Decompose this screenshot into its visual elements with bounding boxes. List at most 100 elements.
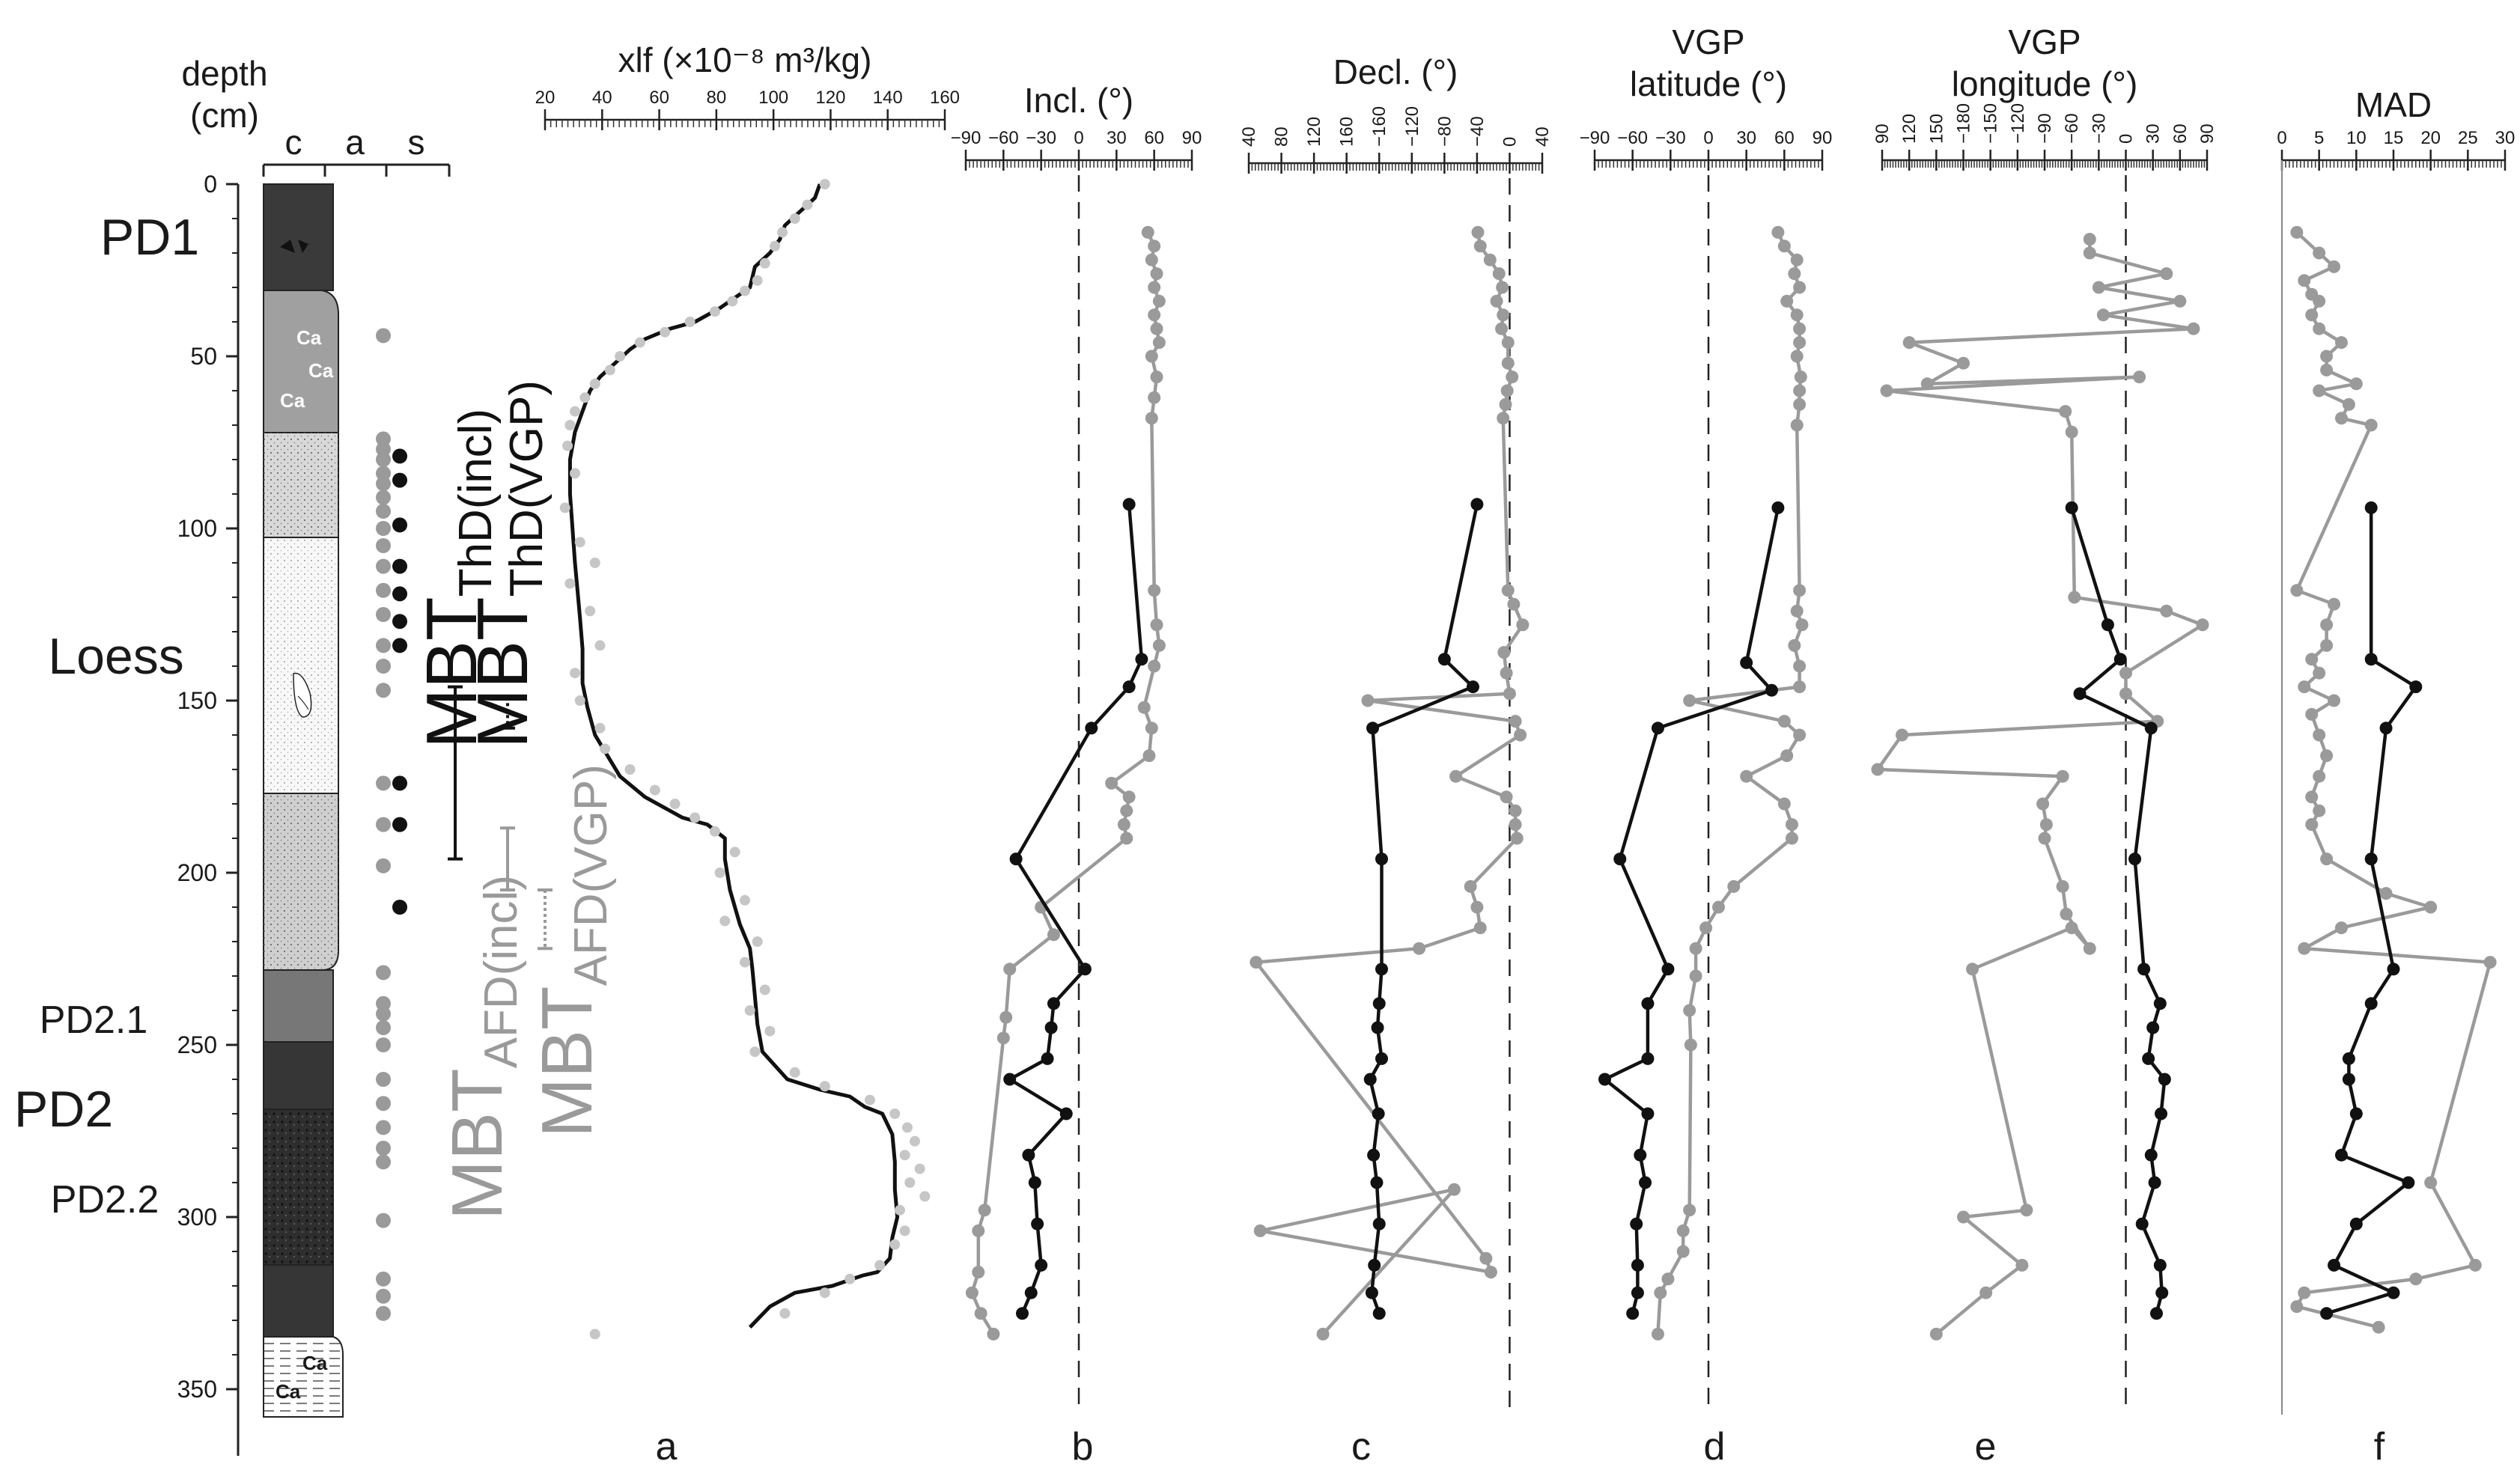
data-point-afd [1148,308,1161,322]
data-point-afd [2059,405,2072,418]
data-point-afd [1514,728,1527,742]
data-point-thd [2387,1286,2400,1299]
data-point-raw [559,502,570,513]
unit-label-loess: Loess [48,628,183,685]
data-point-afd [1509,804,1522,817]
data-point-afd [2305,818,2319,832]
data-point-thd [2364,997,2378,1010]
sample-dot-gray [376,490,391,505]
data-point-raw [624,764,636,775]
data-point-raw [649,784,660,796]
data-point-thd [1613,853,1627,866]
x-tick-label: 60 [649,88,669,108]
data-point-afd [1880,384,1893,397]
data-point-thd [2364,853,2378,866]
data-point-afd [1793,322,1807,335]
x-tick-label: −80 [1434,116,1455,147]
data-point-raw [802,199,813,210]
data-point-raw [844,1273,856,1284]
data-point-afd [2065,425,2078,439]
unit-label-pd1: PD1 [100,209,199,266]
x-tick-label: −180 [1954,103,1974,144]
data-point-thd [1059,1107,1073,1120]
data-point-raw [889,1109,901,1119]
data-point-thd [1135,653,1148,666]
unit-pd1-block [263,183,334,291]
data-point-thd [2320,1307,2334,1320]
depth-axis-unit: (cm) [190,96,259,135]
data-point-raw [579,392,591,403]
sample-dot-gray [376,1288,391,1304]
panel-letter: c [1351,1425,1371,1469]
unit-labels: PD1 Loess PD2.1 PD2 PD2.2 [14,209,199,1222]
data-point-raw [570,468,581,479]
data-point-afd [1777,715,1791,728]
data-point-raw [740,894,750,906]
data-point-afd [1793,281,1807,294]
data-point-thd [2155,1107,2168,1120]
data-point-thd [2137,963,2151,976]
data-point-afd [2320,618,2334,632]
data-point-afd [1896,728,1909,742]
x-tick-label: 5 [2314,128,2324,148]
sample-dot-gray [376,431,391,447]
carbonate-label-5: Ca [276,1380,301,1403]
depth-tick-label: 200 [177,859,217,886]
data-point-raw [684,317,696,327]
data-point-afd [1509,715,1522,728]
sample-dot-gray [376,1213,391,1228]
x-tick-label: −160 [1369,106,1390,147]
data-point-thd [1626,1307,1640,1320]
data-point-thd [2155,1286,2169,1299]
grain-size-scale: c a s [262,123,451,177]
data-point-raw [901,1122,913,1133]
data-point-afd [1145,722,1158,735]
sample-dot-gray [376,1037,391,1052]
data-point-thd [1365,1286,1378,1299]
data-point-raw [819,1081,830,1092]
data-point-afd [1150,322,1163,335]
data-point-thd [1634,1148,1647,1162]
sample-dot-black [392,775,407,791]
series-line-afd [1254,232,1525,1335]
data-point-thd [1641,1107,1655,1120]
x-tick-label: 0 [2116,134,2137,144]
data-point-thd [1661,963,1675,976]
data-point-thd [1372,997,1386,1010]
x-tick-label: 120 [1304,117,1324,147]
data-point-afd [1148,281,1161,294]
data-point-thd [1366,722,1380,735]
data-point-raw [904,1177,916,1188]
data-point-afd [2313,769,2326,783]
data-point-afd [2313,804,2326,817]
unit-label-pd21: PD2.1 [40,998,148,1042]
data-point-afd [1795,618,1809,632]
data-point-afd [2065,921,2078,935]
sample-dot-gray [376,582,391,598]
data-point-afd [2372,1320,2385,1334]
data-point-afd [1503,687,1516,701]
data-point-thd [1009,853,1023,866]
sample-dot-gray [376,965,391,981]
data-point-thd [1372,1107,1385,1120]
x-tick-label: 160 [930,88,960,108]
data-point-afd [2056,769,2069,783]
x-tick-label: 90 [1872,124,1893,144]
data-point-afd [2133,370,2146,384]
data-point-thd [2144,722,2158,735]
x-tick-label: 100 [758,88,788,108]
mbt-afd-vgp-label: MBTAFD(VGP) [527,764,617,1138]
panel-title: xlf (×10⁻⁸ m³/kg) [618,40,872,79]
sample-dot-gray [376,638,391,653]
data-point-afd [2349,377,2363,391]
data-point-thd [1372,1307,1386,1320]
data-point-afd [2424,900,2438,914]
sample-dot-gray [376,1305,391,1321]
data-point-afd [2424,1176,2438,1189]
data-point-thd [2146,1021,2160,1034]
grain-label-silt: a [345,123,365,162]
depth-axis: depth (cm) 0 50 100 150 200 250 300 350 [177,54,268,1456]
data-point-afd [1790,604,1804,618]
panel-letter: e [1975,1425,1997,1469]
